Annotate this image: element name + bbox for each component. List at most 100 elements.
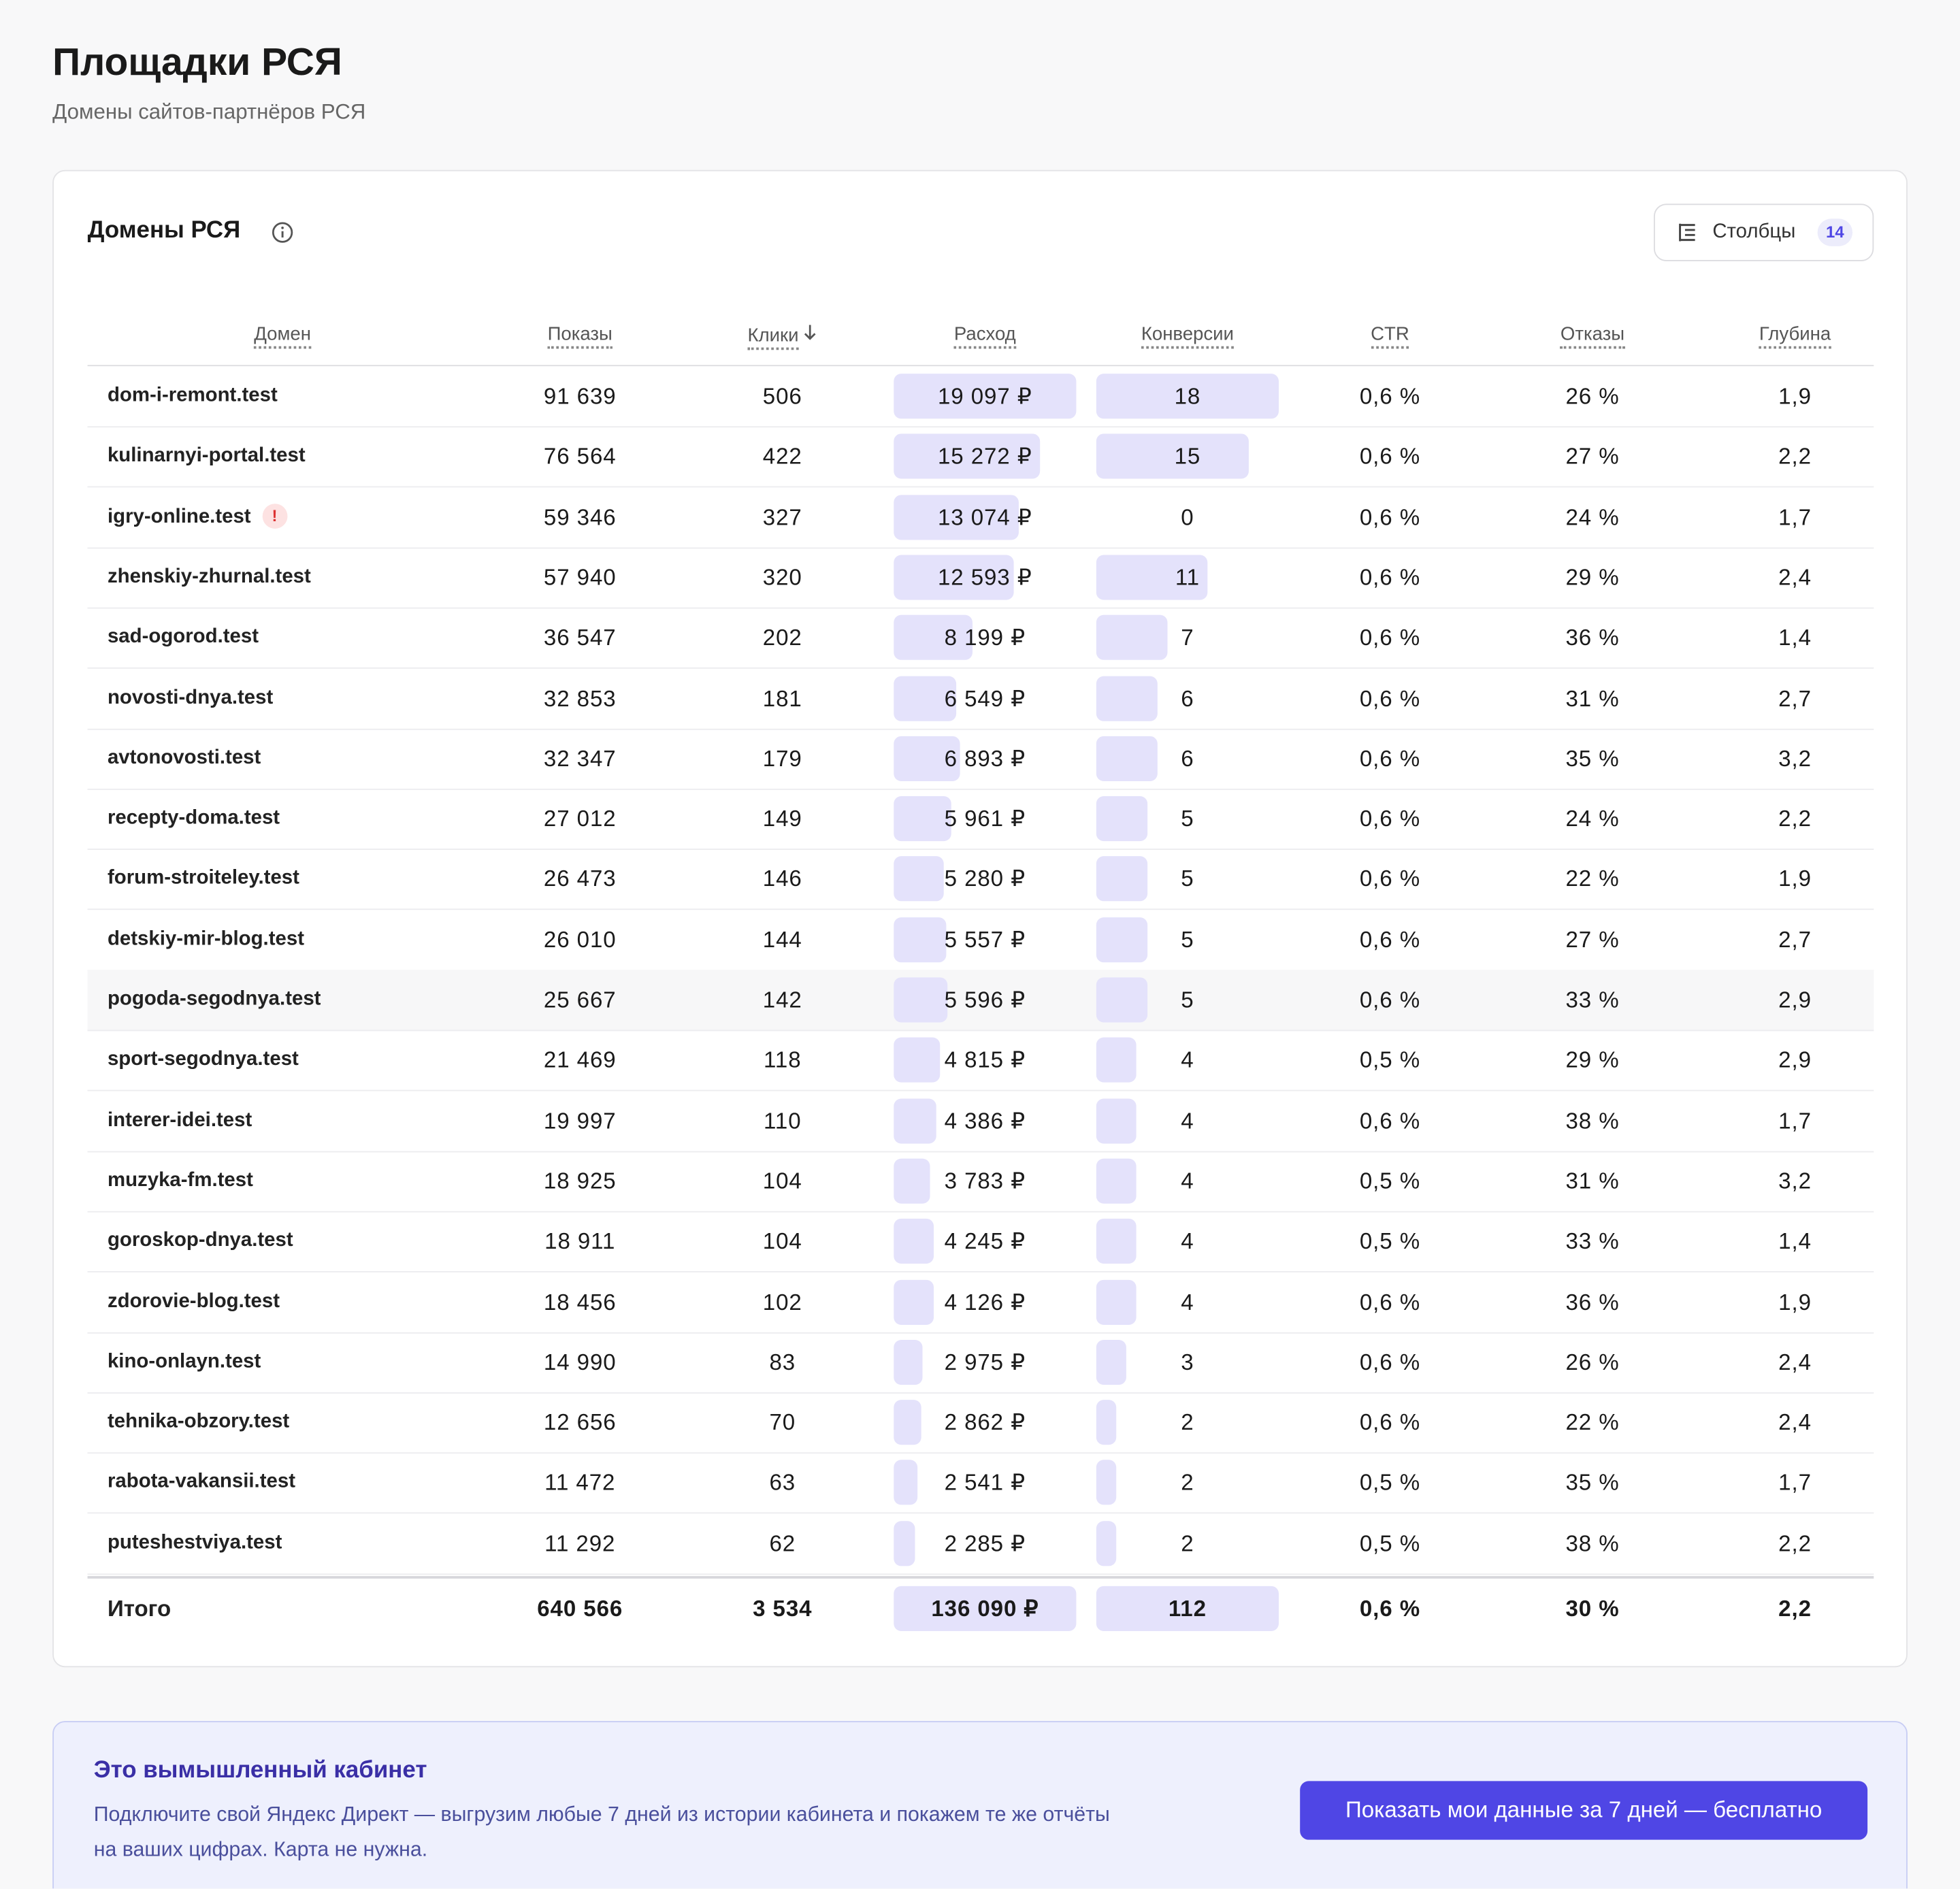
table-cell: 2 862 ₽ <box>944 1410 1026 1435</box>
table-cell: 32 853 <box>543 685 617 711</box>
table-cell: 118 <box>764 1047 802 1073</box>
value-bar <box>1096 1460 1117 1506</box>
total-row: Итого 640 566 3 534 136 090 ₽ 112 0,6 % 30 % 2,… <box>88 1579 1874 1639</box>
table-cell: 31 % <box>1565 685 1620 711</box>
domain-cell: zdorovie-blog.test <box>107 1290 280 1312</box>
table-row[interactable]: recepty-doma.test 27 012 149 5 961 ₽ 5 0,6 % 2… <box>87 789 1874 851</box>
columns-button[interactable]: Столбцы 14 <box>1654 203 1874 261</box>
table-row[interactable]: zdorovie-blog.test 18 456 102 4 126 ₽ 4 0,6 %… <box>87 1272 1874 1333</box>
column-header-text[interactable]: Клики <box>748 325 799 350</box>
warning-badge[interactable]: ! <box>262 503 287 529</box>
value-bar <box>894 494 1019 540</box>
header-divider <box>87 365 1874 367</box>
table-row[interactable]: sad-ogorod.test 36 547 202 8 199 ₽ 7 0,6 % 36 … <box>87 608 1874 669</box>
domain-cell: puteshestviya.test <box>107 1532 282 1554</box>
value-bar <box>894 1279 934 1325</box>
table-cell: 0,6 % <box>1359 927 1421 953</box>
table-row[interactable]: goroskop-dnya.test 18 911 104 4 245 ₽ 4 0,5 %… <box>87 1211 1874 1273</box>
column-header-text[interactable]: Глубина <box>1759 323 1831 349</box>
table-cell: 4 <box>1181 1228 1194 1254</box>
column-header-text[interactable]: Отказы <box>1560 323 1625 349</box>
info-icon[interactable] <box>272 221 294 244</box>
column-header-text[interactable]: Расход <box>953 323 1016 349</box>
table-row[interactable]: zhenskiy-zhurnal.test 57 940 320 12 593 ₽ 11… <box>87 547 1874 609</box>
table-cell: 3 783 ₽ <box>944 1168 1026 1194</box>
table-row[interactable]: puteshestviya.test 11 292 62 2 285 ₽ 2 0,5 % 3… <box>87 1513 1874 1575</box>
card-title: Домены РСЯ <box>87 217 241 244</box>
table-row[interactable]: forum-stroiteley.test 26 473 146 5 280 ₽ 5 0,… <box>87 849 1874 910</box>
value-bar <box>894 977 947 1023</box>
table-cell: 22 % <box>1565 866 1620 892</box>
value-bar <box>1096 736 1158 781</box>
domain-cell: pogoda-segodnya.test <box>107 988 321 1011</box>
table-cell: 83 <box>769 1349 796 1375</box>
table-cell: 36 % <box>1565 1289 1620 1315</box>
value-bar <box>1096 675 1158 721</box>
value-bar <box>1096 796 1147 842</box>
table-cell: 6 549 ₽ <box>944 685 1026 711</box>
table-cell: 4 245 ₽ <box>944 1228 1026 1254</box>
value-bar <box>1096 374 1279 419</box>
table-row[interactable]: avtonovosti.test 32 347 179 6 893 ₽ 6 0,6 % 35… <box>87 728 1874 790</box>
total-cell: 640 566 <box>537 1596 623 1622</box>
table-cell: 2,4 <box>1778 1410 1812 1435</box>
column-header-text[interactable]: Домен <box>254 323 311 349</box>
table-row[interactable]: pogoda-segodnya.test 25 667 142 5 596 ₽ 5 0,6… <box>87 970 1874 1032</box>
table-cell: 76 564 <box>543 444 617 470</box>
table-cell: 33 % <box>1565 1228 1620 1254</box>
table-row[interactable]: dom-i-remont.test 91 639 506 19 097 ₽ 18 0,6 … <box>87 366 1874 428</box>
table-cell: 3,2 <box>1778 746 1812 771</box>
table-row[interactable]: interer-idei.test 19 997 110 4 386 ₽ 4 0,6 % 3… <box>87 1091 1874 1152</box>
table-cell: 24 % <box>1565 806 1620 832</box>
column-header: Отказы <box>1467 323 1717 349</box>
table-row[interactable]: novosti-dnya.test 32 853 181 6 549 ₽ 6 0,6 % 3… <box>87 668 1874 729</box>
table-row[interactable]: muzyka-fm.test 18 925 104 3 783 ₽ 4 0,5 % 31 %… <box>87 1151 1874 1213</box>
table-row[interactable]: detskiy-mir-blog.test 26 010 144 5 557 ₽ 5 0,… <box>87 910 1874 971</box>
column-header: Домен <box>157 323 407 349</box>
value-bar <box>1096 1098 1137 1143</box>
table-cell: 26 % <box>1565 1349 1620 1375</box>
table-cell: 4 <box>1181 1108 1194 1134</box>
value-bar <box>894 736 960 781</box>
table-cell: 2,4 <box>1778 565 1812 590</box>
table-row[interactable]: igry-online.test! 59 346 327 13 074 ₽ 0 0,6 %… <box>87 487 1874 548</box>
table-cell: 32 347 <box>543 746 617 771</box>
table-cell: 25 667 <box>543 987 617 1013</box>
value-bar <box>1096 1279 1137 1325</box>
table-cell: 202 <box>762 625 802 651</box>
table-row[interactable]: sport-segodnya.test 21 469 118 4 815 ₽ 4 0,5 … <box>87 1030 1874 1092</box>
table-cell: 0,6 % <box>1359 625 1421 651</box>
table-cell: 11 472 <box>544 1470 616 1496</box>
table-cell: 0,6 % <box>1359 987 1421 1013</box>
table-cell: 2,7 <box>1778 927 1812 953</box>
domain-cell: goroskop-dnya.test <box>107 1230 293 1251</box>
value-bar <box>894 1219 934 1264</box>
table-cell: 19 097 ₽ <box>937 383 1032 409</box>
table-cell: 110 <box>764 1108 802 1134</box>
table-row[interactable]: rabota-vakansii.test 11 472 63 2 541 ₽ 2 0,5 … <box>87 1453 1874 1515</box>
table-cell: 11 292 <box>544 1530 616 1556</box>
table-cell: 21 469 <box>543 1047 617 1073</box>
value-bar <box>894 1158 930 1204</box>
table-row[interactable]: kino-onlayn.test 14 990 83 2 975 ₽ 3 0,6 % 26 … <box>87 1332 1874 1394</box>
total-cell: 0,6 % <box>1359 1596 1421 1622</box>
table-cell: 18 925 <box>543 1168 617 1194</box>
column-header-text[interactable]: Показы <box>547 323 612 349</box>
table-cell: 35 % <box>1565 1470 1620 1496</box>
table-cell: 36 547 <box>543 625 617 651</box>
table-cell: 15 272 ₽ <box>937 444 1032 470</box>
table-row[interactable]: kulinarnyi-portal.test 76 564 422 15 272 ₽ 1… <box>87 427 1874 488</box>
column-header-text[interactable]: Конверсии <box>1141 323 1234 349</box>
banner-button[interactable]: Показать мои данные за 7 дней — бесплатн… <box>1300 1781 1868 1840</box>
table-cell: 70 <box>769 1410 796 1435</box>
value-bar <box>1096 433 1249 480</box>
table-cell: 5 557 ₽ <box>944 927 1026 953</box>
table-row[interactable]: tehnika-obzory.test 12 656 70 2 862 ₽ 2 0,6 %… <box>87 1392 1874 1454</box>
table-cell: 38 % <box>1565 1108 1620 1134</box>
banner-text: Подключите свой Яндекс Директ — выгрузим… <box>93 1803 1110 1861</box>
column-header-text[interactable]: CTR <box>1371 323 1409 349</box>
table-cell: 57 940 <box>543 565 617 590</box>
column-header: Клики <box>657 324 907 350</box>
table-cell: 4 386 ₽ <box>944 1108 1026 1134</box>
